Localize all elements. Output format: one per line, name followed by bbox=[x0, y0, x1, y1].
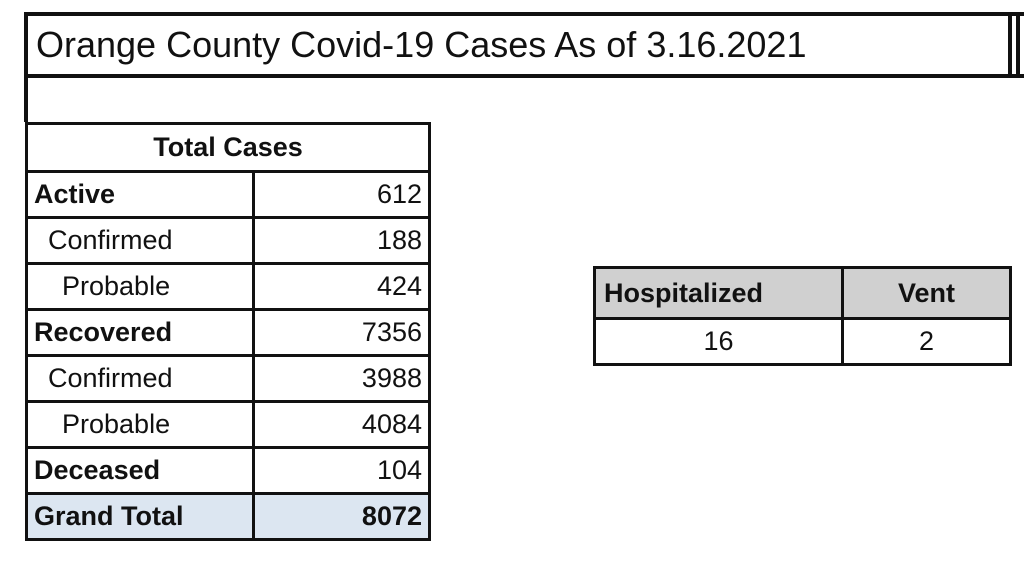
border-box bbox=[1008, 12, 1024, 78]
row: Confirmed 188 bbox=[25, 216, 431, 265]
row-label: Probable bbox=[25, 400, 255, 449]
row: Confirmed 3988 bbox=[25, 354, 431, 403]
table-header: Total Cases bbox=[25, 122, 431, 173]
row: 16 2 bbox=[593, 317, 1012, 366]
column-header: Vent bbox=[841, 266, 1012, 320]
column-header: Hospitalized bbox=[593, 266, 844, 320]
row-value: 8072 bbox=[252, 492, 431, 541]
row: Probable 4084 bbox=[25, 400, 431, 449]
row-value: 612 bbox=[252, 170, 431, 219]
row-label: Confirmed bbox=[25, 354, 255, 403]
row: Deceased 104 bbox=[25, 446, 431, 495]
row-label: Confirmed bbox=[25, 216, 255, 265]
row: Recovered 7356 bbox=[25, 308, 431, 357]
row-label: Recovered bbox=[25, 308, 255, 357]
row-label: Deceased bbox=[25, 446, 255, 495]
border-line bbox=[24, 70, 28, 122]
header-row: Total Cases bbox=[25, 122, 431, 173]
total-cases-table: Total Cases Active 612 Confirmed 188 Proba… bbox=[25, 122, 431, 541]
row-value: 3988 bbox=[252, 354, 431, 403]
row: Active 612 bbox=[25, 170, 431, 219]
cell: 2 bbox=[841, 317, 1012, 366]
row-value: 7356 bbox=[252, 308, 431, 357]
row-label: Probable bbox=[25, 262, 255, 311]
hospital-table: Hospitalized Vent 16 2 bbox=[593, 266, 1012, 366]
title: Orange County Covid-19 Cases As of 3.16.… bbox=[24, 12, 1020, 78]
header-row: Hospitalized Vent bbox=[593, 266, 1012, 320]
row-value: 4084 bbox=[252, 400, 431, 449]
row-label: Grand Total bbox=[25, 492, 255, 541]
total-row: Grand Total 8072 bbox=[25, 492, 431, 541]
row-label: Active bbox=[25, 170, 255, 219]
row: Probable 424 bbox=[25, 262, 431, 311]
row-value: 104 bbox=[252, 446, 431, 495]
cell: 16 bbox=[593, 317, 844, 366]
row-value: 424 bbox=[252, 262, 431, 311]
row-value: 188 bbox=[252, 216, 431, 265]
